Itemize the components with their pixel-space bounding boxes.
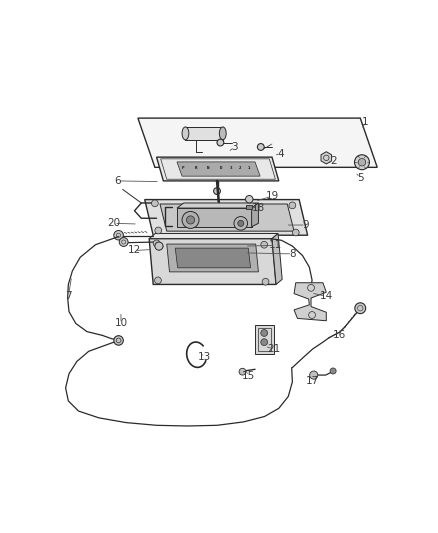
Polygon shape <box>175 248 251 268</box>
Text: D: D <box>220 166 223 171</box>
Text: 8: 8 <box>289 249 296 259</box>
Polygon shape <box>177 203 258 208</box>
Text: 1: 1 <box>247 166 250 171</box>
Circle shape <box>119 238 128 246</box>
Bar <box>246 205 252 209</box>
Circle shape <box>217 139 224 146</box>
Circle shape <box>289 202 296 209</box>
Circle shape <box>152 200 158 207</box>
Text: 10: 10 <box>114 319 127 328</box>
Text: 17: 17 <box>306 376 319 386</box>
Circle shape <box>261 329 268 336</box>
Text: 11: 11 <box>269 240 282 251</box>
Text: R: R <box>194 166 197 171</box>
Circle shape <box>182 212 199 229</box>
Polygon shape <box>138 118 377 167</box>
Text: 7: 7 <box>65 292 72 301</box>
Text: 19: 19 <box>265 191 279 201</box>
Circle shape <box>155 277 161 284</box>
Text: N: N <box>207 166 209 171</box>
Circle shape <box>239 368 246 375</box>
Text: 12: 12 <box>128 246 141 255</box>
Text: 2: 2 <box>330 156 336 166</box>
Text: 2: 2 <box>239 166 242 171</box>
Circle shape <box>234 216 247 230</box>
Circle shape <box>155 242 163 250</box>
Circle shape <box>214 188 220 195</box>
Text: 18: 18 <box>252 203 265 213</box>
Circle shape <box>262 278 269 285</box>
Text: 3: 3 <box>230 166 233 171</box>
Text: 21: 21 <box>267 344 280 354</box>
Polygon shape <box>149 239 276 285</box>
Bar <box>258 328 271 351</box>
Polygon shape <box>272 233 282 285</box>
Polygon shape <box>149 233 278 239</box>
Circle shape <box>293 229 299 236</box>
Circle shape <box>258 143 264 150</box>
Text: 3: 3 <box>231 142 238 152</box>
Circle shape <box>355 303 366 313</box>
Circle shape <box>306 289 314 298</box>
Circle shape <box>114 336 124 345</box>
Ellipse shape <box>182 127 189 140</box>
Polygon shape <box>145 199 307 235</box>
Text: 13: 13 <box>198 352 211 362</box>
Circle shape <box>153 240 160 247</box>
Polygon shape <box>321 152 332 164</box>
Text: 4: 4 <box>277 149 284 159</box>
Polygon shape <box>167 244 258 272</box>
Text: 1: 1 <box>362 117 369 126</box>
Circle shape <box>246 196 253 203</box>
Bar <box>255 325 274 354</box>
Circle shape <box>238 220 244 227</box>
Circle shape <box>330 368 336 374</box>
Text: 16: 16 <box>333 330 346 341</box>
Polygon shape <box>177 162 260 176</box>
Circle shape <box>155 227 162 234</box>
Text: 5: 5 <box>357 173 364 182</box>
Text: P: P <box>182 166 184 171</box>
Bar <box>185 127 223 140</box>
Circle shape <box>114 230 124 240</box>
Polygon shape <box>251 203 258 227</box>
Circle shape <box>310 371 318 379</box>
Circle shape <box>354 155 369 169</box>
Circle shape <box>261 241 268 248</box>
Polygon shape <box>177 208 251 227</box>
Polygon shape <box>294 282 326 321</box>
Text: 14: 14 <box>320 292 333 301</box>
Polygon shape <box>156 157 279 181</box>
Polygon shape <box>160 204 294 231</box>
Circle shape <box>187 216 194 224</box>
Circle shape <box>358 158 366 166</box>
Text: 6: 6 <box>114 176 121 186</box>
Text: 20: 20 <box>108 219 121 228</box>
Ellipse shape <box>219 127 226 140</box>
Circle shape <box>261 339 268 345</box>
Text: 15: 15 <box>242 371 255 381</box>
Text: 9: 9 <box>303 220 309 230</box>
